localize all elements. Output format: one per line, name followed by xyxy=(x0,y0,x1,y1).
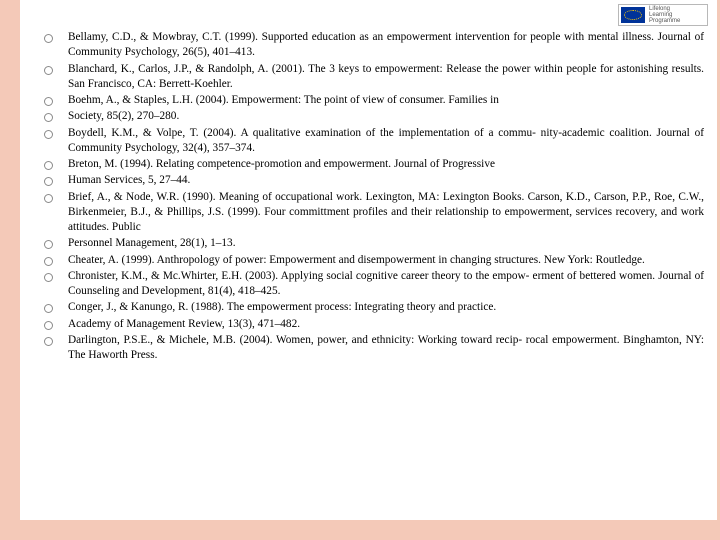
eu-flag-icon xyxy=(621,7,645,23)
slide-border-bottom xyxy=(0,520,720,540)
reference-item: Academy of Management Review, 13(3), 471… xyxy=(40,317,704,332)
logo-line3: Programme xyxy=(649,18,680,24)
references-content: Bellamy, C.D., & Mowbray, C.T. (1999). S… xyxy=(40,30,704,512)
reference-item: Darlington, P.S.E., & Michele, M.B. (200… xyxy=(40,333,704,364)
reference-item: Bellamy, C.D., & Mowbray, C.T. (1999). S… xyxy=(40,30,704,61)
slide-border-left xyxy=(0,0,20,540)
reference-item: Boydell, K.M., & Volpe, T. (2004). A qua… xyxy=(40,126,704,157)
reference-item: Blanchard, K., Carlos, J.P., & Randolph,… xyxy=(40,62,704,93)
logo-text: Lifelong Learning Programme xyxy=(649,6,680,24)
reference-item: Personnel Management, 28(1), 1–13. xyxy=(40,236,704,251)
eu-lifelong-learning-logo: Lifelong Learning Programme xyxy=(618,4,708,26)
reference-item: Brief, A., & Node, W.R. (1990). Meaning … xyxy=(40,190,704,236)
reference-item: Conger, J., & Kanungo, R. (1988). The em… xyxy=(40,300,704,315)
reference-item: Breton, M. (1994). Relating competence-p… xyxy=(40,157,704,172)
reference-item: Society, 85(2), 270–280. xyxy=(40,109,704,124)
references-list: Bellamy, C.D., & Mowbray, C.T. (1999). S… xyxy=(40,30,704,363)
reference-item: Cheater, A. (1999). Anthropology of powe… xyxy=(40,253,704,268)
reference-item: Boehm, A., & Staples, L.H. (2004). Empow… xyxy=(40,93,704,108)
reference-item: Chronister, K.M., & Mc.Whirter, E.H. (20… xyxy=(40,269,704,300)
reference-item: Human Services, 5, 27–44. xyxy=(40,173,704,188)
